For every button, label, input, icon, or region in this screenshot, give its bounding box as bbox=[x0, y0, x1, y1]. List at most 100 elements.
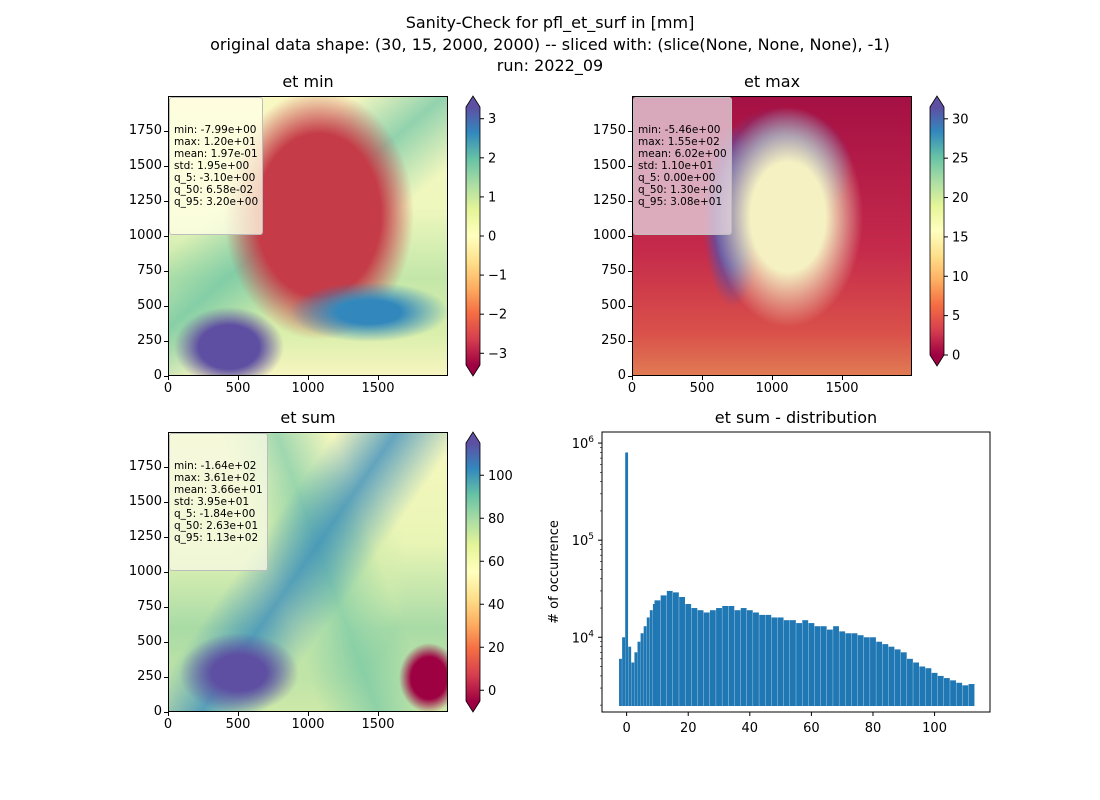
histogram-bar bbox=[643, 626, 647, 706]
colorbar-tick-label: 3 bbox=[488, 112, 496, 127]
colorbar-tick-label: 0 bbox=[952, 349, 960, 364]
histogram-bar bbox=[907, 658, 913, 706]
y-tick bbox=[164, 536, 168, 538]
histogram-bar bbox=[968, 684, 975, 706]
colorbar-extend-max bbox=[930, 96, 944, 107]
histogram-bar bbox=[631, 662, 635, 706]
histogram-bar bbox=[783, 620, 790, 706]
x-tick-label: 500 bbox=[689, 381, 715, 396]
et-max-colorbar: 0 5 10 15 20 25 30 bbox=[929, 95, 969, 367]
histogram-frame bbox=[601, 431, 991, 713]
y-tick bbox=[164, 340, 168, 342]
y-tick-label: 1000 bbox=[592, 228, 626, 243]
x-tick bbox=[167, 712, 169, 716]
y-tick bbox=[164, 235, 168, 237]
histogram-bar bbox=[722, 605, 729, 706]
histogram-bar bbox=[820, 626, 827, 706]
histogram-bar bbox=[894, 649, 901, 706]
y-tick bbox=[164, 200, 168, 202]
histogram-bar bbox=[728, 605, 735, 706]
histogram-bar bbox=[679, 596, 685, 706]
colorbar-tick-label: 40 bbox=[488, 598, 505, 613]
y-tick-label: 750 bbox=[601, 263, 626, 278]
hist-y-tick-label: 104 bbox=[572, 629, 595, 646]
y-tick-label: 0 bbox=[617, 368, 626, 383]
y-tick-label: 1250 bbox=[592, 193, 626, 208]
colorbar-tick-label: −3 bbox=[488, 347, 507, 362]
et-min-colorbar: −3 −2 −1 0 1 2 3 bbox=[465, 95, 507, 377]
hist-y-tick-label: 106 bbox=[572, 435, 595, 452]
y-tick bbox=[628, 165, 632, 167]
histogram-bar bbox=[777, 617, 784, 706]
histogram-bar bbox=[734, 610, 741, 706]
colorbar-tick-label: 25 bbox=[952, 152, 969, 167]
y-tick bbox=[164, 606, 168, 608]
histogram-bar bbox=[839, 631, 846, 706]
x-tick-label: 1500 bbox=[361, 717, 395, 732]
histogram-bar bbox=[943, 678, 950, 706]
histogram-bar bbox=[845, 633, 852, 706]
y-tick-label: 1250 bbox=[128, 193, 162, 208]
x-tick-label: 1500 bbox=[361, 381, 395, 396]
x-tick bbox=[841, 376, 843, 380]
y-tick-label: 1000 bbox=[128, 228, 162, 243]
histogram-bar bbox=[771, 617, 778, 706]
histogram-bar bbox=[666, 590, 673, 706]
colorbar-tick-label: 1 bbox=[488, 190, 496, 205]
histogram-bar bbox=[789, 620, 796, 706]
colorbar-extend-max bbox=[466, 432, 480, 443]
histogram-bar bbox=[888, 646, 895, 706]
et-min-stats: min: -7.99e+00 max: 1.20e+01 mean: 1.97e-0… bbox=[169, 97, 264, 235]
histogram-bar bbox=[826, 629, 833, 706]
x-tick-label: 1000 bbox=[291, 717, 325, 732]
y-tick bbox=[628, 375, 632, 377]
histogram-bar bbox=[685, 604, 692, 706]
et-sum-heatmap: min: -1.64e+02 max: 3.61e+02 mean: 3.66e+0… bbox=[168, 432, 448, 712]
histogram-bar bbox=[876, 641, 883, 706]
y-tick bbox=[164, 130, 168, 132]
histogram-bar bbox=[637, 641, 641, 706]
histogram-bar bbox=[625, 452, 629, 706]
histogram-bar bbox=[833, 626, 839, 706]
colorbar-gradient bbox=[466, 107, 480, 365]
y-tick bbox=[164, 676, 168, 678]
y-tick-label: 0 bbox=[153, 704, 162, 719]
et-min-heatmap: min: -7.99e+00 max: 1.20e+01 mean: 1.97e-0… bbox=[168, 96, 448, 376]
histogram-bar bbox=[716, 608, 722, 706]
x-tick bbox=[377, 712, 379, 716]
y-tick-label: 750 bbox=[137, 599, 162, 614]
colorbar-tick-label: 2 bbox=[488, 151, 496, 166]
y-tick bbox=[164, 305, 168, 307]
histogram-bar bbox=[634, 652, 638, 706]
y-tick bbox=[628, 340, 632, 342]
histogram-bar bbox=[746, 610, 753, 706]
x-tick-label: 1500 bbox=[825, 381, 859, 396]
colorbar-outline bbox=[465, 95, 481, 377]
y-tick-label: 750 bbox=[137, 263, 162, 278]
y-tick-label: 500 bbox=[137, 634, 162, 649]
et-max-stats: min: -5.46e+00 max: 1.55e+02 mean: 6.02e+0… bbox=[633, 97, 732, 235]
y-tick-label: 1000 bbox=[128, 564, 162, 579]
colorbar-tick-label: 60 bbox=[488, 555, 505, 570]
y-tick bbox=[164, 641, 168, 643]
colorbar-extend-min bbox=[930, 355, 944, 366]
histogram-bar bbox=[691, 608, 698, 706]
y-tick-label: 1500 bbox=[128, 158, 162, 173]
y-tick bbox=[628, 270, 632, 272]
x-tick-label: 500 bbox=[225, 717, 251, 732]
histogram-bar bbox=[619, 658, 622, 706]
colorbar-gradient bbox=[466, 443, 480, 701]
hist-x-tick-label: 40 bbox=[742, 721, 759, 736]
et-min-title: et min bbox=[282, 72, 334, 91]
histogram-bar bbox=[660, 595, 667, 706]
colorbar-tick-label: 20 bbox=[952, 191, 969, 206]
hist-x-tick-label: 0 bbox=[622, 721, 630, 736]
histogram-bar bbox=[697, 610, 704, 706]
y-tick bbox=[164, 165, 168, 167]
histogram-bar bbox=[808, 623, 815, 706]
histogram-bar bbox=[646, 617, 650, 706]
y-tick-label: 1500 bbox=[592, 158, 626, 173]
y-tick bbox=[164, 711, 168, 713]
hist-y-axis-label: # of occurrence bbox=[547, 520, 562, 624]
histogram-bar bbox=[950, 680, 956, 706]
